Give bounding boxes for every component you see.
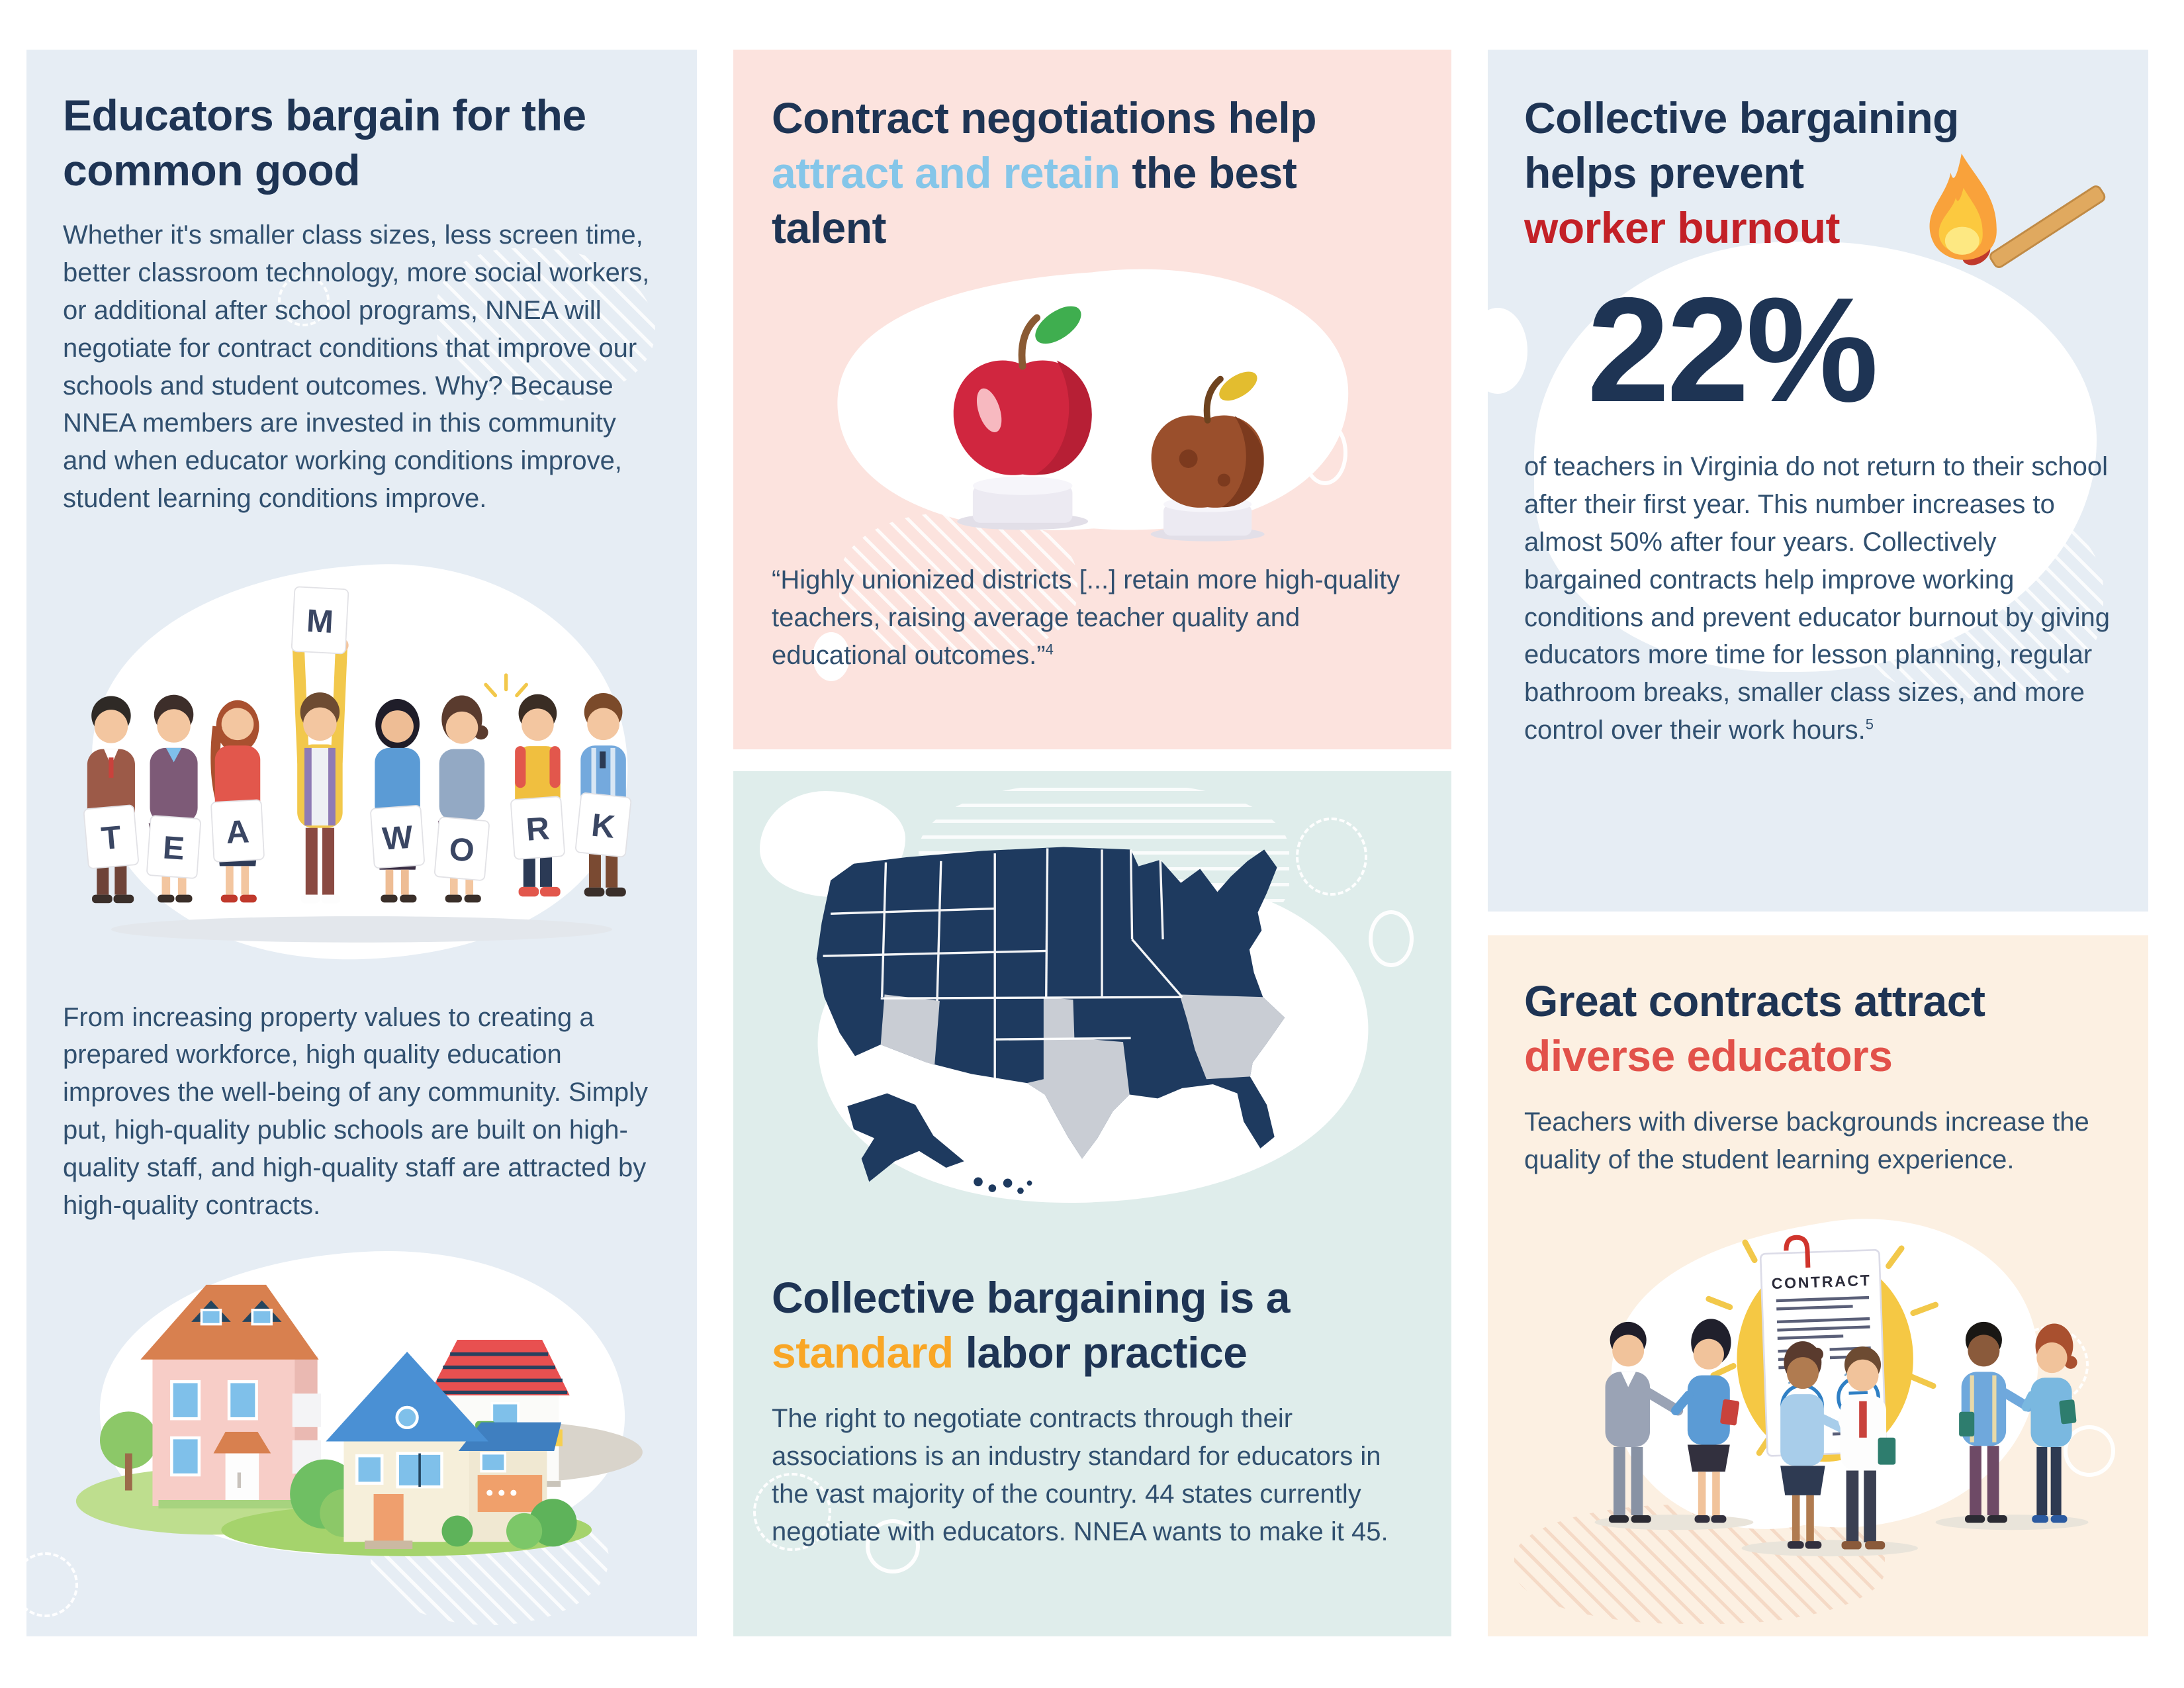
letter-card-w: W	[381, 819, 414, 857]
dashed-circle-decoration	[26, 1552, 78, 1617]
match-flame-icon	[1900, 137, 2118, 303]
houses-svg	[75, 1251, 643, 1557]
burnout-body-text: of teachers in Virginia do not return to…	[1524, 452, 2111, 745]
us-map-illustration	[772, 791, 1413, 1254]
stat-22-percent: 22%	[1587, 266, 1878, 434]
title-text-1: Collective bargaining is a	[772, 1273, 1290, 1322]
map-state-arizona-gray	[880, 994, 940, 1065]
title-text: Educators bargain for the common good	[63, 91, 586, 195]
map-alaska	[847, 1093, 964, 1182]
title-text-2: labor practice	[953, 1328, 1248, 1378]
paragraph-standard: The right to negotiate contracts through…	[772, 1404, 1388, 1546]
letter-card-m: M	[306, 603, 334, 640]
apples-svg	[837, 269, 1349, 542]
quote-body: “Highly unionized districts [...] retain…	[772, 565, 1400, 671]
title-line-1: Collective bargaining	[1524, 93, 1959, 142]
letter-card-o: O	[448, 831, 476, 868]
person-letter-t: T	[83, 696, 139, 903]
letter-card-e: E	[161, 829, 185, 867]
person-letter-o: O	[433, 673, 528, 903]
panel-diverse-educators: Great contracts attract diverse educator…	[1488, 935, 2148, 1636]
paragraph-burnout: of teachers in Virginia do not return to…	[1524, 448, 2112, 749]
map-southeast-states-gray	[1179, 994, 1285, 1080]
letter-card-t: T	[100, 820, 123, 857]
apples-illustration	[772, 259, 1413, 544]
ground-shadow	[111, 915, 613, 943]
match-svg	[1929, 154, 2106, 268]
title-accent: standard	[772, 1328, 954, 1378]
quote-footnote-ref: 4	[1045, 641, 1054, 658]
title-text-1: Contract negotiations help	[772, 93, 1317, 142]
houses-illustration	[63, 1243, 660, 1560]
panel-standard-practice: Collective bargaining is a standard labo…	[733, 771, 1451, 1636]
handshake-pair-center	[1741, 1341, 1918, 1557]
contract-svg: CONTRACT	[1594, 1219, 2089, 1557]
title-accent: worker burnout	[1524, 203, 1841, 253]
flame	[1929, 154, 1997, 260]
fresh-apple-icon	[953, 306, 1092, 530]
paragraph-bargain: Whether it's smaller class sizes, less s…	[63, 220, 650, 513]
handshake-pair-right	[1935, 1321, 2089, 1530]
rotten-apple-icon	[1150, 371, 1265, 542]
title-line-2: helps prevent	[1524, 148, 1804, 198]
teamwork-svg: T E	[83, 563, 632, 959]
paragraph-community: From increasing property values to creat…	[63, 1002, 649, 1220]
us-map	[816, 847, 1285, 1194]
panel-attract-retain: Contract negotiations help attract and r…	[733, 50, 1451, 749]
panel-title: Collective bargaining is a standard labo…	[772, 1270, 1413, 1380]
dashed-circle-decoration	[753, 1473, 831, 1551]
paragraph-diverse: Teachers with diverse backgrounds increa…	[1524, 1107, 2089, 1175]
panel-common-good: Educators bargain for the common good Wh…	[26, 50, 697, 1636]
oval-decoration	[1488, 308, 1527, 394]
ring-decoration	[1369, 910, 1414, 967]
letter-card-a: A	[225, 814, 250, 851]
person-letter-a: A	[210, 700, 265, 903]
burnout-footnote-ref: 5	[1865, 716, 1874, 733]
stripe-decoration	[839, 513, 1077, 659]
pink-house	[99, 1285, 322, 1509]
ring-decoration	[866, 1519, 920, 1573]
person-letter-r: R	[510, 694, 565, 897]
stripe-decoration	[437, 248, 655, 400]
paperclip-icon	[1784, 1235, 1811, 1268]
panel-worker-burnout: Collective bargaining helps prevent work…	[1488, 50, 2148, 912]
title-accent: attract and retain	[772, 148, 1120, 198]
map-state-texas-gray	[1026, 997, 1130, 1159]
map-hawaii	[974, 1177, 1032, 1194]
panel-title: Collective bargaining helps prevent work…	[1524, 91, 1961, 256]
high-five-sparkle	[484, 673, 528, 697]
title-accent: diverse educators	[1524, 1031, 1893, 1081]
teamwork-illustration: T E	[63, 547, 660, 971]
title-row: Collective bargaining helps prevent work…	[1524, 91, 2112, 268]
panel-title: Contract negotiations help attract and r…	[772, 91, 1413, 256]
dot-decoration	[813, 632, 850, 681]
person-letter-m-raised: M	[291, 586, 349, 903]
us-map-svg	[816, 847, 1369, 1203]
letter-card-k: K	[590, 807, 617, 845]
ring-decoration	[2064, 1425, 2115, 1477]
title-text-1: Great contracts attract	[1524, 976, 1985, 1025]
contract-handshake-illustration: CONTRACT	[1524, 1188, 2112, 1559]
dashed-circle-decoration	[278, 275, 330, 326]
state-border-lines	[823, 848, 1183, 1080]
title-text-2: the best talent	[772, 148, 1297, 253]
handshake-pair-left	[1594, 1319, 1754, 1530]
letter-card-r: R	[525, 810, 551, 847]
dashed-circle-decoration	[1296, 818, 1367, 896]
person-letter-e: E	[146, 694, 201, 903]
panel-title: Educators bargain for the common good	[63, 88, 660, 198]
panel-title: Great contracts attract diverse educator…	[1524, 974, 2112, 1084]
match-stick	[1989, 185, 2106, 268]
person-letter-k: K	[575, 692, 632, 897]
background-blob	[837, 269, 1349, 531]
blue-roof-house	[221, 1352, 592, 1557]
stat-background-blob	[1534, 242, 2097, 672]
person-letter-w: W	[370, 698, 425, 903]
quote-text: “Highly unionized districts [...] retain…	[772, 561, 1413, 674]
contract-label: CONTRACT	[1771, 1272, 1872, 1292]
